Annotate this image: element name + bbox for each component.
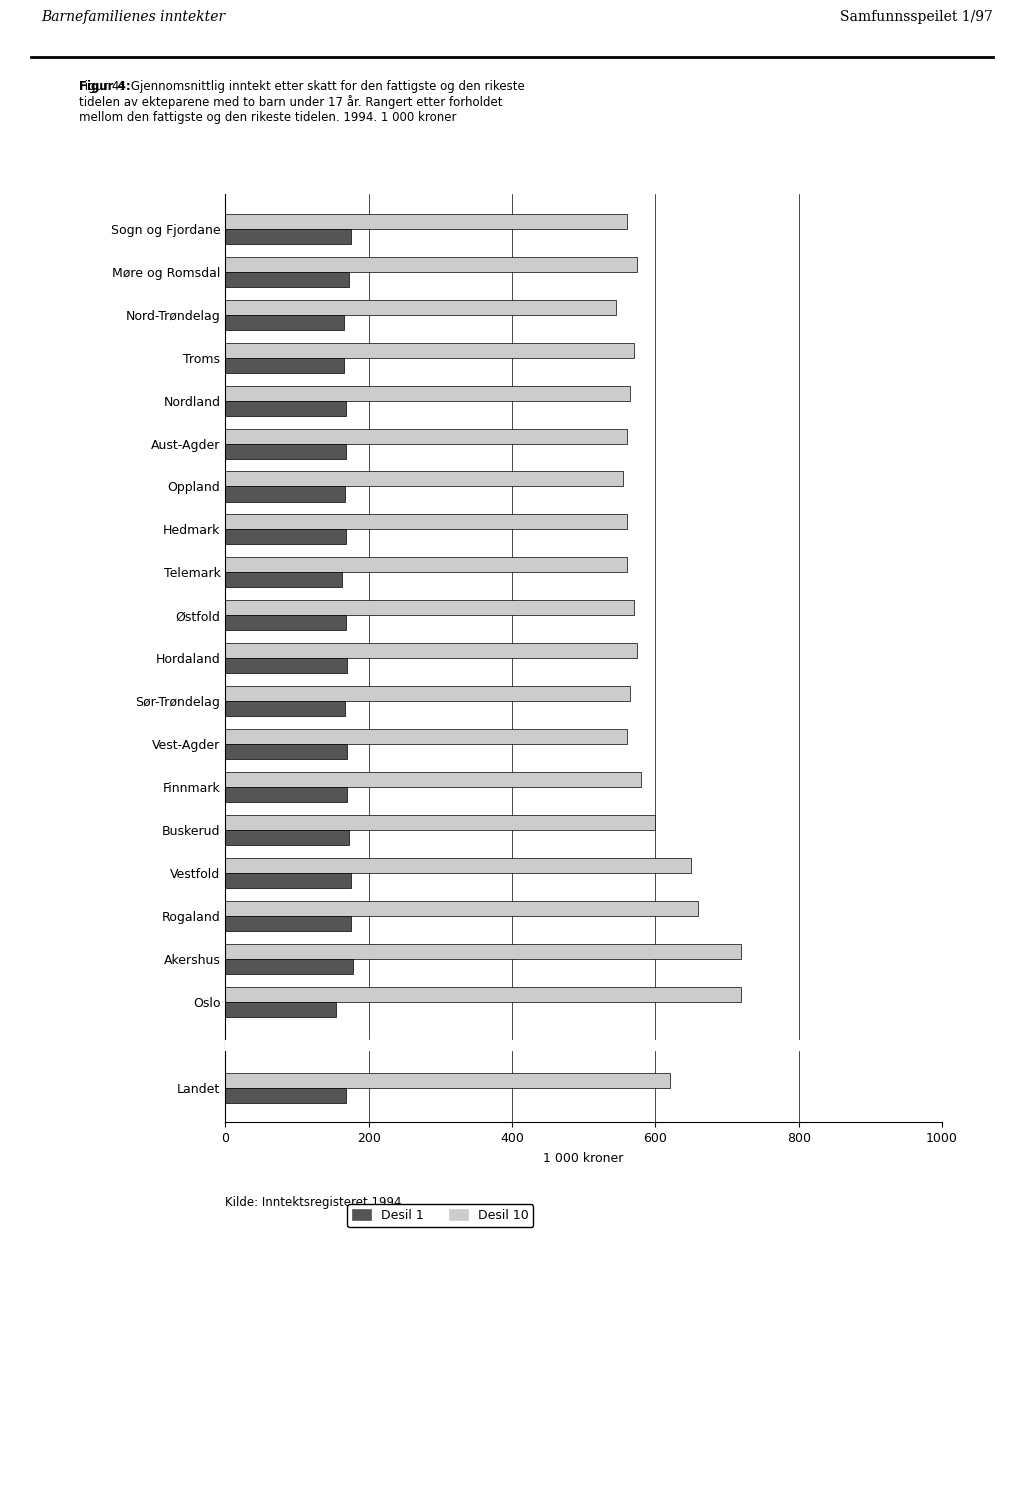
Text: 48: 48 bbox=[15, 154, 46, 174]
Bar bbox=[225, 987, 741, 1002]
X-axis label: 1 000 kroner: 1 000 kroner bbox=[544, 1152, 624, 1165]
Bar bbox=[225, 257, 637, 272]
Bar bbox=[225, 314, 344, 329]
Bar bbox=[225, 874, 350, 889]
Bar bbox=[225, 787, 347, 802]
Bar bbox=[225, 959, 353, 974]
Bar bbox=[225, 916, 350, 931]
Bar bbox=[225, 486, 345, 501]
Bar bbox=[225, 1088, 346, 1103]
Bar bbox=[225, 471, 623, 486]
Bar bbox=[225, 358, 344, 373]
Bar bbox=[225, 744, 347, 758]
Bar bbox=[225, 573, 342, 588]
Bar bbox=[225, 428, 627, 443]
Bar bbox=[225, 299, 616, 314]
Bar bbox=[225, 343, 634, 358]
Bar bbox=[225, 530, 346, 545]
Bar bbox=[225, 857, 691, 874]
Text: Figur 4:  Gjennomsnittlig inntekt etter skatt for den fattigste og den rikeste
t: Figur 4: Gjennomsnittlig inntekt etter s… bbox=[80, 79, 525, 124]
Bar bbox=[225, 386, 631, 401]
Bar bbox=[225, 643, 637, 658]
Bar bbox=[225, 558, 627, 573]
Bar bbox=[225, 443, 346, 459]
Text: Samfunnsspeilet 1/97: Samfunnsspeilet 1/97 bbox=[841, 10, 993, 24]
Bar bbox=[225, 600, 634, 615]
Bar bbox=[225, 515, 627, 530]
Bar bbox=[225, 815, 655, 830]
Text: Figur 4:: Figur 4: bbox=[80, 79, 131, 93]
Bar bbox=[225, 658, 347, 673]
Bar bbox=[225, 830, 348, 845]
Bar bbox=[225, 229, 350, 244]
Bar bbox=[225, 1002, 336, 1017]
Bar bbox=[225, 401, 346, 416]
Bar bbox=[225, 944, 741, 959]
Bar bbox=[225, 901, 698, 916]
Bar bbox=[225, 772, 641, 787]
Bar bbox=[225, 1073, 670, 1088]
Bar bbox=[225, 214, 627, 229]
Bar bbox=[225, 729, 627, 744]
Text: Kilde: Inntektsregisteret 1994: Kilde: Inntektsregisteret 1994 bbox=[225, 1197, 401, 1209]
Legend: Desil 1, Desil 10: Desil 1, Desil 10 bbox=[347, 1204, 534, 1227]
Bar bbox=[225, 687, 631, 702]
Bar bbox=[225, 272, 348, 287]
Bar bbox=[225, 615, 346, 630]
Bar bbox=[225, 702, 345, 717]
Text: Barnefamilienes inntekter: Barnefamilienes inntekter bbox=[41, 10, 225, 24]
